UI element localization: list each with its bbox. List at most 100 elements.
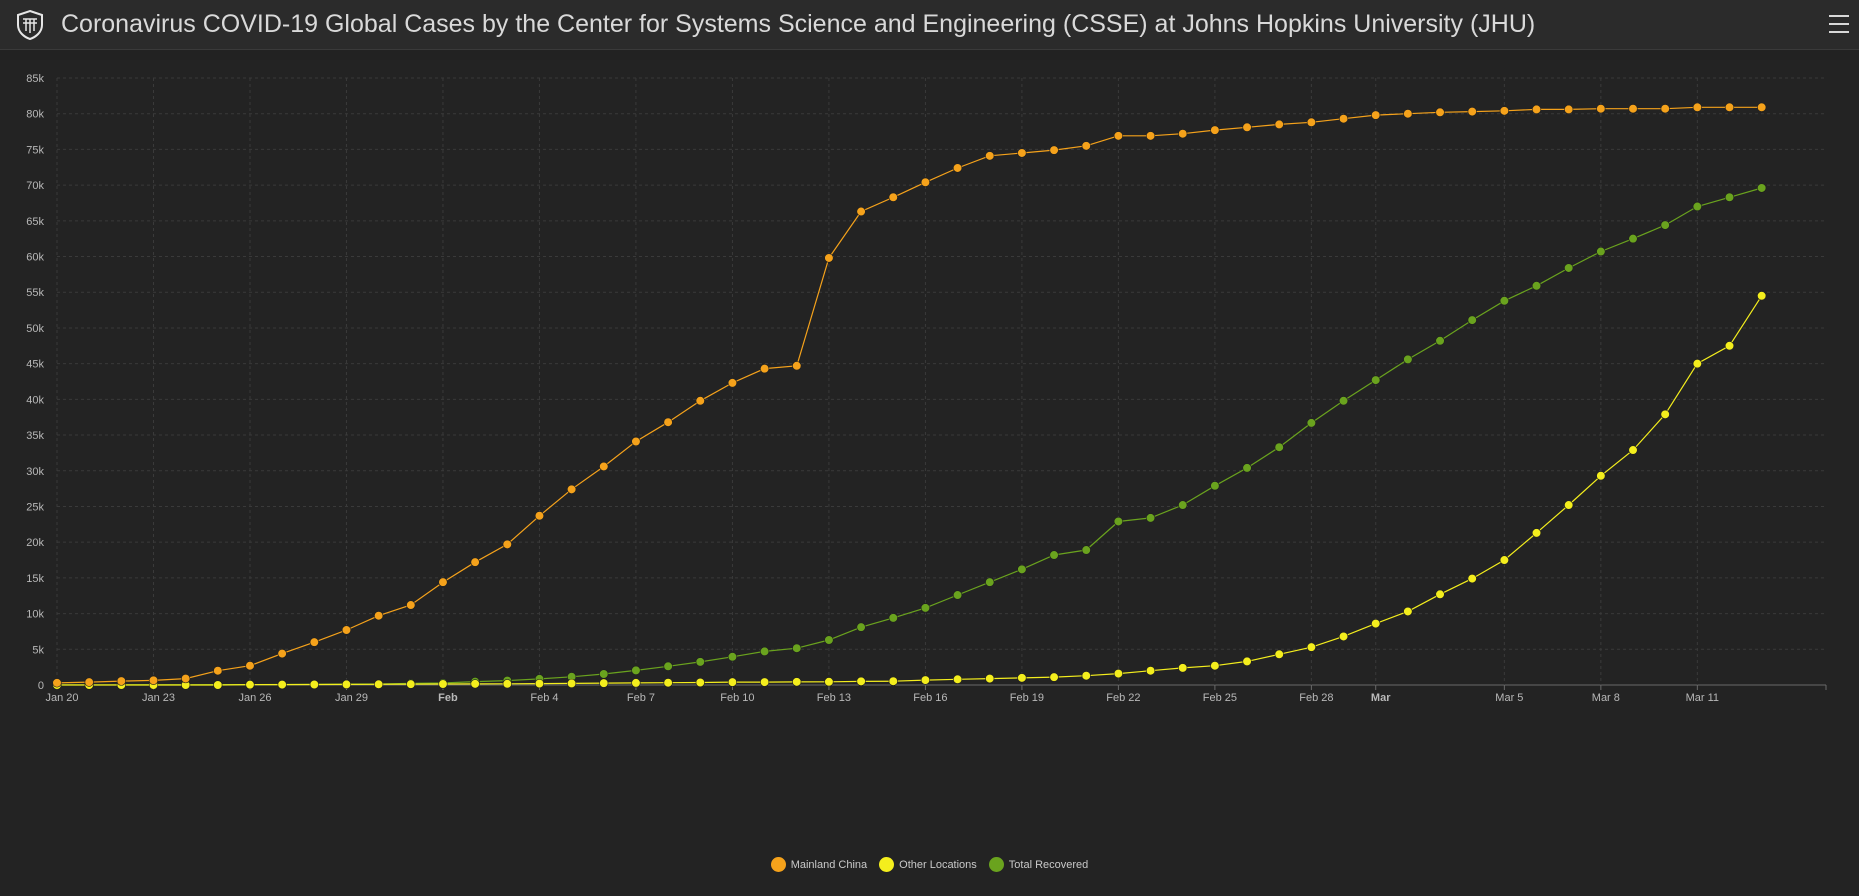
data-point-other-locations[interactable] [727,677,738,687]
data-point-total-recovered[interactable] [1724,192,1735,202]
data-point-total-recovered[interactable] [1145,513,1156,523]
data-point-mainland-china[interactable] [502,539,512,549]
data-point-mainland-china[interactable] [599,461,609,472]
data-point-other-locations[interactable] [341,679,352,690]
data-point-mainland-china[interactable] [406,600,416,610]
data-point-mainland-china[interactable] [1596,104,1606,114]
data-point-other-locations[interactable] [502,679,512,689]
data-point-other-locations[interactable] [1628,445,1638,455]
data-point-total-recovered[interactable] [1467,315,1477,325]
data-point-total-recovered[interactable] [792,643,802,653]
data-point-total-recovered[interactable] [1628,234,1638,244]
data-point-other-locations[interactable] [1757,291,1767,301]
data-point-mainland-china[interactable] [1499,106,1509,116]
data-point-total-recovered[interactable] [1757,183,1767,193]
data-point-mainland-china[interactable] [1564,104,1574,115]
data-point-mainland-china[interactable] [1628,104,1638,114]
legend-item-total-recovered[interactable]: Total Recovered [988,857,1088,872]
data-point-total-recovered[interactable] [1274,442,1284,452]
data-point-mainland-china[interactable] [1660,104,1670,114]
data-point-mainland-china[interactable] [1017,148,1027,158]
data-point-total-recovered[interactable] [1242,463,1252,473]
data-point-mainland-china[interactable] [534,511,545,521]
data-point-other-locations[interactable] [856,676,866,686]
data-point-total-recovered[interactable] [1049,550,1059,560]
data-point-other-locations[interactable] [438,679,448,689]
data-point-other-locations[interactable] [374,679,384,689]
data-point-total-recovered[interactable] [1435,336,1445,346]
data-point-mainland-china[interactable] [792,361,802,371]
data-point-total-recovered[interactable] [952,590,963,600]
data-point-mainland-china[interactable] [952,163,963,173]
data-point-other-locations[interactable] [1564,500,1574,510]
data-point-total-recovered[interactable] [759,646,770,657]
data-point-other-locations[interactable] [1531,528,1542,538]
data-point-mainland-china[interactable] [759,364,770,374]
data-point-mainland-china[interactable] [470,557,480,567]
data-point-other-locations[interactable] [1306,642,1316,652]
data-point-other-locations[interactable] [277,679,287,690]
data-point-other-locations[interactable] [470,679,480,689]
data-point-other-locations[interactable] [1467,573,1477,584]
data-point-other-locations[interactable] [309,679,319,690]
data-point-other-locations[interactable] [1242,656,1252,667]
data-point-mainland-china[interactable] [1049,145,1059,155]
data-point-other-locations[interactable] [759,677,770,687]
data-point-mainland-china[interactable] [52,678,62,688]
data-point-other-locations[interactable] [663,678,673,688]
hamburger-menu-icon[interactable] [1829,15,1849,35]
data-point-mainland-china[interactable] [856,206,866,217]
data-point-other-locations[interactable] [1338,631,1349,642]
data-point-mainland-china[interactable] [1274,119,1284,130]
data-point-total-recovered[interactable] [1403,354,1413,364]
data-point-mainland-china[interactable] [438,577,448,587]
data-point-other-locations[interactable] [599,678,609,688]
data-point-mainland-china[interactable] [663,417,673,427]
data-point-other-locations[interactable] [1113,668,1123,679]
data-point-other-locations[interactable] [695,677,705,688]
data-point-mainland-china[interactable] [1178,129,1188,139]
data-point-other-locations[interactable] [1692,359,1702,369]
data-point-mainland-china[interactable] [1692,102,1702,112]
data-point-total-recovered[interactable] [1692,201,1702,212]
data-point-other-locations[interactable] [920,675,931,685]
data-point-other-locations[interactable] [1499,555,1509,565]
data-point-mainland-china[interactable] [309,637,319,647]
data-point-total-recovered[interactable] [1017,564,1027,574]
data-point-other-locations[interactable] [1145,666,1156,676]
data-point-mainland-china[interactable] [1467,106,1477,117]
data-point-mainland-china[interactable] [1531,104,1542,115]
data-point-other-locations[interactable] [1596,471,1606,481]
legend-item-other-locations[interactable]: Other Locations [879,857,977,872]
data-point-total-recovered[interactable] [856,622,866,632]
data-point-other-locations[interactable] [1178,663,1188,673]
data-point-total-recovered[interactable] [824,635,834,645]
data-point-other-locations[interactable] [952,674,963,684]
data-point-mainland-china[interactable] [695,396,705,406]
data-point-mainland-china[interactable] [567,484,577,494]
data-point-other-locations[interactable] [985,673,995,684]
data-point-mainland-china[interactable] [1306,117,1316,127]
data-point-total-recovered[interactable] [1306,418,1316,428]
data-point-other-locations[interactable] [888,676,898,686]
data-point-total-recovered[interactable] [695,657,705,667]
data-point-total-recovered[interactable] [663,661,673,671]
data-point-other-locations[interactable] [406,679,416,689]
data-point-total-recovered[interactable] [888,613,898,623]
data-point-mainland-china[interactable] [1435,107,1445,117]
data-point-total-recovered[interactable] [1210,481,1220,491]
data-point-other-locations[interactable] [245,680,255,690]
data-point-mainland-china[interactable] [277,648,287,659]
data-point-other-locations[interactable] [213,680,223,690]
data-point-total-recovered[interactable] [1660,220,1670,230]
data-point-other-locations[interactable] [1724,341,1735,351]
data-point-total-recovered[interactable] [1596,246,1606,257]
data-point-mainland-china[interactable] [985,151,995,161]
data-point-mainland-china[interactable] [1145,131,1156,141]
data-point-total-recovered[interactable] [920,603,931,613]
data-point-total-recovered[interactable] [599,669,609,679]
data-point-other-locations[interactable] [1371,618,1381,629]
data-point-mainland-china[interactable] [1403,109,1413,119]
data-point-mainland-china[interactable] [341,625,352,635]
data-point-total-recovered[interactable] [1564,263,1574,273]
